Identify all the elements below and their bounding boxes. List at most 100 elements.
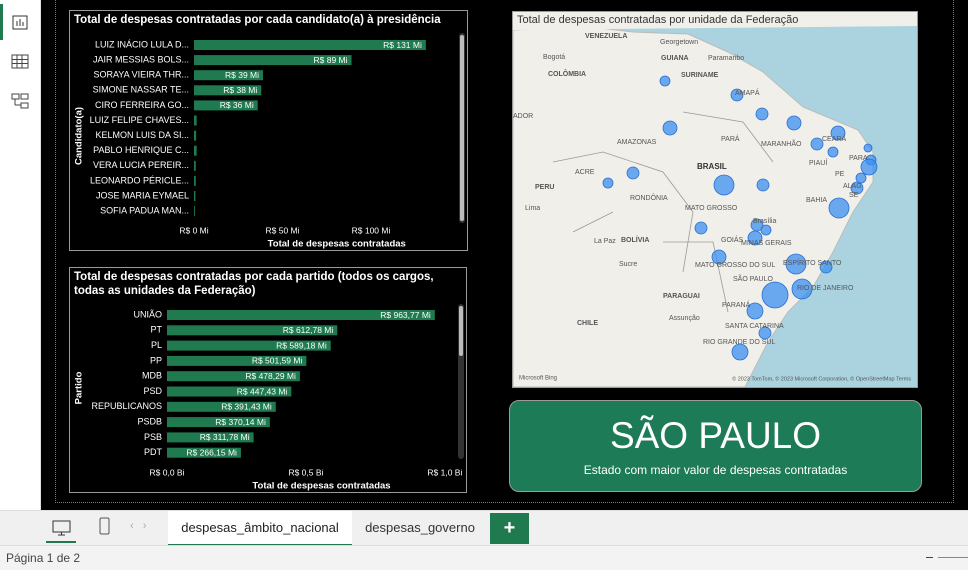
- card-value: SÃO PAULO: [609, 415, 822, 456]
- y-tick-label: REPUBLICANOS: [91, 401, 162, 411]
- map-label: GUIANA: [661, 55, 689, 62]
- map-label: PARA: [849, 155, 868, 162]
- kpi-card: SÃO PAULO Estado com maior valor de desp…: [509, 400, 922, 492]
- zoom-out[interactable]: [926, 557, 933, 558]
- desktop-layout-icon[interactable]: [52, 519, 72, 537]
- map-title: Total de despesas contratadas por unidad…: [517, 14, 798, 26]
- land: [513, 12, 917, 30]
- mobile-layout-icon[interactable]: [98, 517, 112, 537]
- bar: [167, 325, 338, 336]
- y-tick-label: PP: [150, 355, 162, 365]
- y-tick-label: SOFIA PADUA MAN...: [100, 205, 189, 215]
- card-caption: Estado com maior valor de despesas contr…: [583, 463, 848, 477]
- map-label: GOIÁS: [721, 235, 744, 244]
- sidebar: [0, 0, 41, 510]
- y-tick-label: MDB: [142, 371, 162, 381]
- map-label: ESPÍRITO SANTO: [783, 258, 842, 267]
- map-label: RIO DE JANEIRO: [797, 285, 854, 292]
- bar: [167, 386, 292, 397]
- y-tick-label: CIRO FERREIRA GO...: [95, 100, 189, 110]
- map-label: AMAZONAS: [617, 139, 657, 146]
- x-tick-label: R$ 50 Mi: [265, 225, 299, 235]
- map-label: PIAUÍ: [809, 158, 827, 167]
- bar: [194, 70, 264, 81]
- map-label: PARANÁ: [722, 300, 751, 309]
- y-tick-label: LEONARDO PÉRICLE...: [90, 175, 189, 185]
- bar: [194, 206, 195, 217]
- scrollbar-thumb[interactable]: [459, 306, 463, 356]
- y-tick-label: PDT: [144, 447, 163, 457]
- nav-arrows[interactable]: ‹ ›: [130, 520, 147, 532]
- bar: [167, 371, 300, 382]
- x-tick-label: R$ 1,0 Bi: [427, 467, 462, 477]
- canvas-border: [55, 0, 954, 503]
- y-axis-label: Candidato(a): [74, 107, 85, 165]
- map-label: MATO GROSSO: [685, 205, 738, 212]
- map-label: SANTA CATARINA: [725, 323, 784, 330]
- data-label: R$ 311,78 Mi: [200, 432, 250, 442]
- bar: [194, 175, 196, 186]
- bar: [194, 191, 196, 201]
- y-tick-label: VERA LUCIA PEREIR...: [93, 160, 189, 170]
- y-tick-label: UNIÃO: [133, 309, 162, 319]
- data-label: R$ 38 Mi: [223, 85, 257, 95]
- page-tab[interactable]: despesas_âmbito_nacional: [168, 511, 352, 547]
- bar: [167, 447, 241, 458]
- bar: [167, 355, 307, 366]
- data-label: R$ 501,59 Mi: [252, 356, 303, 366]
- y-tick-label: PT: [150, 325, 162, 335]
- data-label: R$ 39 Mi: [225, 70, 259, 80]
- map-label: RONDÔNIA: [630, 193, 668, 202]
- data-label: R$ 391,43 Mi: [221, 402, 272, 412]
- map-label: BAHIA: [806, 197, 827, 204]
- chart: R$ 0,0 Bi R$ 0,5 Bi R$ 1,0 Bi Total de desp…: [74, 304, 464, 492]
- map-label: COLÔMBIA: [548, 69, 586, 78]
- chart-title: Total de despesas contratadas por cada c…: [74, 14, 441, 26]
- model-view-icon[interactable]: [10, 91, 30, 111]
- map-label: Paramaribo: [708, 55, 744, 62]
- bar: [167, 401, 276, 412]
- map-logo: Microsoft Bing: [519, 376, 557, 382]
- tab-bar: ‹ › despesas_âmbito_nacional despesas_go…: [0, 510, 968, 547]
- y-tick-label: LUIZ INÁCIO LULA D...: [95, 39, 189, 49]
- y-tick-label: PL: [151, 340, 162, 350]
- bar: [167, 432, 254, 443]
- table-view-icon[interactable]: [10, 52, 30, 72]
- y-tick-label: PSDB: [137, 416, 162, 426]
- map-label: MATO GROSSO DO SUL: [695, 262, 775, 269]
- add-page-button[interactable]: +: [490, 513, 529, 544]
- y-tick-label: JOSE MARIA EYMAEL: [96, 190, 189, 200]
- page-indicator: Página 1 de 2: [6, 551, 81, 565]
- bar: [167, 310, 435, 320]
- map-label: PERU: [535, 184, 554, 191]
- zoom-slider[interactable]: [938, 557, 968, 558]
- chart: R$ 0 Mi R$ 50 Mi R$ 100 Mi Total de despesa…: [74, 33, 465, 250]
- map-label: SURINAME: [681, 72, 719, 79]
- chart-title: Total de despesas contratadas por cada p…: [74, 271, 434, 297]
- page-tab[interactable]: despesas_governo: [365, 520, 475, 535]
- map-label: VENEZUELA: [585, 33, 627, 40]
- scrollbar-thumb[interactable]: [460, 35, 464, 221]
- status-bar: Página 1 de 2: [0, 545, 968, 570]
- candidate-chart: Total de despesas contratadas por cada c…: [69, 10, 468, 251]
- map-label: MINAS GERAIS: [741, 240, 792, 247]
- map-label: Assunção: [669, 315, 700, 322]
- x-axis-label: Total de despesas contratadas: [268, 239, 406, 250]
- x-tick-label: R$ 100 Mi: [352, 225, 391, 235]
- map-label: PARAGUAI: [663, 293, 700, 300]
- map: VENEZUELA Georgetown Bogotá GUIANA Paramarib…: [513, 12, 917, 387]
- active-indicator: [0, 4, 3, 40]
- bar: [194, 130, 197, 141]
- map-labels: VENEZUELA Georgetown Bogotá GUIANA Paramarib…: [513, 33, 868, 346]
- map-label: ACRE: [575, 169, 595, 176]
- map-attribution: © 2023 TomTom, © 2023 Microsoft Corporat…: [732, 375, 911, 382]
- map-label: PARÁ: [721, 134, 740, 143]
- map-label: BOLÍVIA: [621, 235, 649, 244]
- x-tick-label: R$ 0 Mi: [179, 225, 208, 235]
- bar: [194, 115, 197, 126]
- bar: [194, 85, 262, 96]
- y-tick-label: KELMON LUIS DA SI...: [95, 130, 189, 140]
- report-view-icon[interactable]: [10, 12, 30, 32]
- data-label: R$ 447,43 Mi: [237, 386, 288, 396]
